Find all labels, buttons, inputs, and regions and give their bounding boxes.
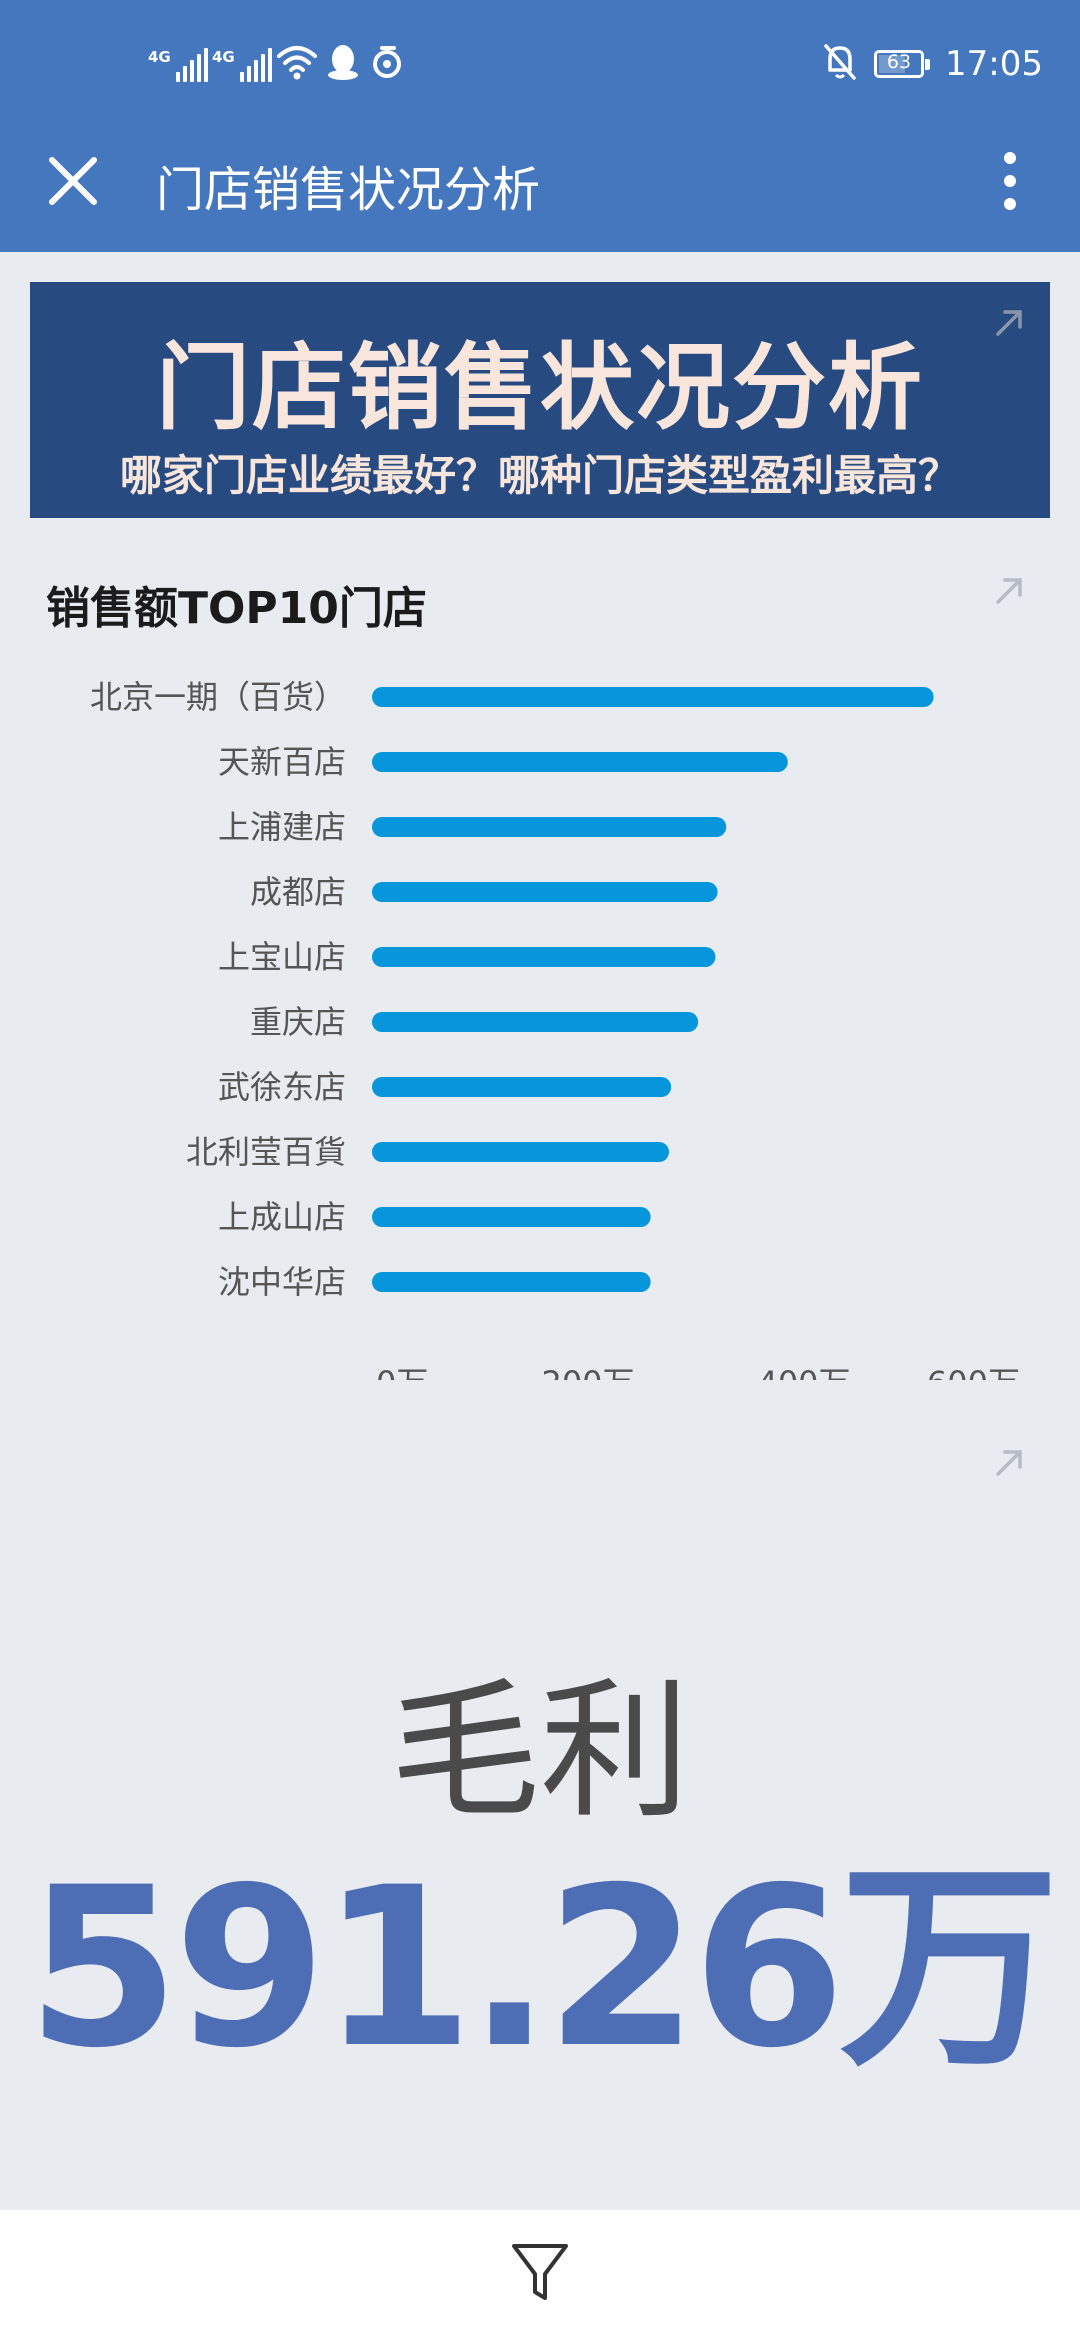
x-tick-label: 400万	[757, 1364, 850, 1380]
x-tick-label: 200万	[541, 1364, 634, 1380]
kpi-value: 591.26万	[26, 1840, 1060, 2096]
bar[interactable]	[372, 1272, 651, 1292]
bell-muted-icon	[824, 44, 856, 80]
status-time: 17:05	[945, 44, 1043, 84]
app-top-bar	[0, 0, 1080, 252]
more-vertical-icon[interactable]	[990, 146, 1030, 216]
wifi-icon	[277, 46, 317, 80]
bar[interactable]	[372, 1077, 672, 1097]
expand-arrow-icon[interactable]	[992, 306, 1026, 340]
category-label: 上宝山店	[218, 938, 346, 976]
x-tick-label: 0万	[376, 1364, 428, 1380]
bar[interactable]	[372, 1207, 651, 1227]
close-icon[interactable]	[38, 146, 108, 216]
bar[interactable]	[372, 1142, 669, 1162]
category-label: 武徐东店	[218, 1068, 346, 1106]
filter-icon[interactable]	[508, 2238, 572, 2308]
qq-penguin-icon	[328, 45, 358, 80]
bar[interactable]	[372, 817, 727, 837]
category-label: 重庆店	[250, 1003, 346, 1041]
bar[interactable]	[372, 752, 788, 772]
category-label: 上浦建店	[218, 808, 346, 846]
battery-level: 63	[886, 51, 912, 73]
expand-arrow-icon[interactable]	[992, 574, 1026, 608]
category-label: 上成山店	[218, 1198, 346, 1236]
status-bar: 4G 4G 63 17:05	[0, 0, 1080, 130]
chart-title: 销售额TOP10门店	[46, 583, 427, 634]
banner-title: 门店销售状况分析	[155, 334, 924, 443]
cellular-signal-1-icon: 4G	[148, 48, 208, 82]
cellular-signal-2-icon: 4G	[212, 48, 272, 82]
network-type-label: 4G	[212, 48, 235, 66]
category-label: 成都店	[250, 873, 346, 911]
category-label: 天新百店	[218, 743, 346, 781]
sales-top10-bar-chart: 北京一期（百货） 天新百店上浦建店成都店上宝山店重庆店武徐东店北利莹百貨上成山店沈…	[90, 678, 1020, 1380]
bar[interactable]	[372, 947, 716, 967]
category-label: 北利莹百貨	[186, 1133, 346, 1171]
bar[interactable]	[372, 687, 934, 707]
app-notification-icon	[373, 46, 401, 78]
bar[interactable]	[372, 1012, 699, 1032]
category-label: 沈中华店	[218, 1263, 346, 1301]
kpi-label: 毛利	[389, 1665, 690, 1839]
title-banner: 门店销售状况分析 哪家门店业绩最好？哪种门店类型盈利最高？	[30, 282, 1050, 518]
category-label: 北京一期（百货）	[90, 678, 346, 716]
bottom-toolbar	[0, 2210, 1080, 2340]
expand-arrow-icon[interactable]	[992, 1446, 1026, 1480]
x-tick-label: 600万	[927, 1364, 1020, 1380]
banner-subtitle: 哪家门店业绩最好？哪种门店类型盈利最高？	[119, 451, 960, 500]
network-type-label: 4G	[148, 48, 171, 66]
bar[interactable]	[372, 882, 718, 902]
battery-icon: 63	[874, 50, 930, 78]
page-title: 门店销售状况分析	[156, 162, 541, 218]
